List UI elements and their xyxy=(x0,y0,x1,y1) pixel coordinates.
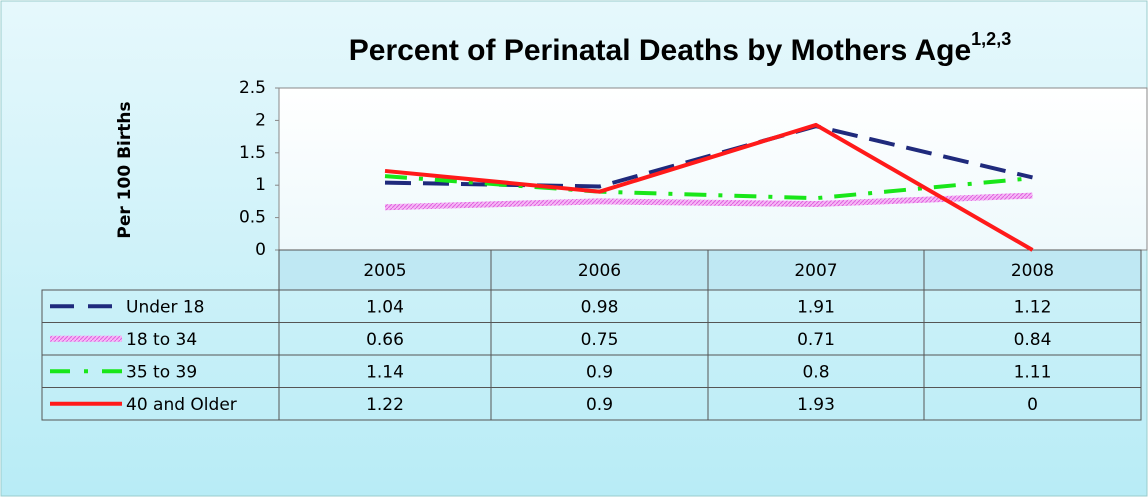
table-value: 0.84 xyxy=(1014,330,1052,350)
table-value: 0.9 xyxy=(586,362,613,382)
y-tick-label: 1.5 xyxy=(239,143,266,163)
legend-label: 35 to 39 xyxy=(126,362,197,382)
table-value: 0.75 xyxy=(581,330,619,350)
title-text: Percent of Perinatal Deaths by Mothers A… xyxy=(349,34,971,67)
table-value: 1.22 xyxy=(366,395,404,415)
series-line xyxy=(384,174,1033,201)
table-value: 1.11 xyxy=(1014,362,1052,382)
series-line xyxy=(384,192,1033,211)
x-tick-label: 2008 xyxy=(1011,261,1054,281)
x-tick-label: 2005 xyxy=(363,261,406,281)
plot-area xyxy=(278,87,1148,251)
y-axis-label: Per 100 Births xyxy=(115,101,135,238)
table-value: 0.66 xyxy=(366,330,404,350)
y-tick-label: 0 xyxy=(255,240,266,260)
table-value: 1.91 xyxy=(797,297,835,317)
legend-label: Under 18 xyxy=(126,297,205,317)
y-tick-label: 0.5 xyxy=(239,208,266,228)
series-line xyxy=(384,122,1034,252)
table-value: 0 xyxy=(1027,395,1038,415)
table-value: 1.12 xyxy=(1014,297,1052,317)
table-row xyxy=(41,387,1142,421)
table-value: 0.71 xyxy=(797,330,835,350)
chart-title: Percent of Perinatal Deaths by Mothers A… xyxy=(349,29,1011,67)
table-value: 0.9 xyxy=(586,395,613,415)
x-tick-label: 2007 xyxy=(794,261,837,281)
x-tick-label: 2006 xyxy=(578,261,621,281)
y-tick-label: 2 xyxy=(255,110,266,130)
legend-label: 18 to 34 xyxy=(126,330,197,350)
legend-label: 40 and Older xyxy=(126,395,237,415)
table-value: 1.04 xyxy=(366,297,404,317)
table-value: 0.98 xyxy=(581,297,619,317)
title-superscript: 1,2,3 xyxy=(971,29,1011,49)
table-value: 1.14 xyxy=(366,362,404,382)
y-tick-label: 2.5 xyxy=(239,78,266,98)
table-value: 1.93 xyxy=(797,395,835,415)
y-tick-label: 1 xyxy=(255,175,266,195)
table-value: 0.8 xyxy=(802,362,829,382)
